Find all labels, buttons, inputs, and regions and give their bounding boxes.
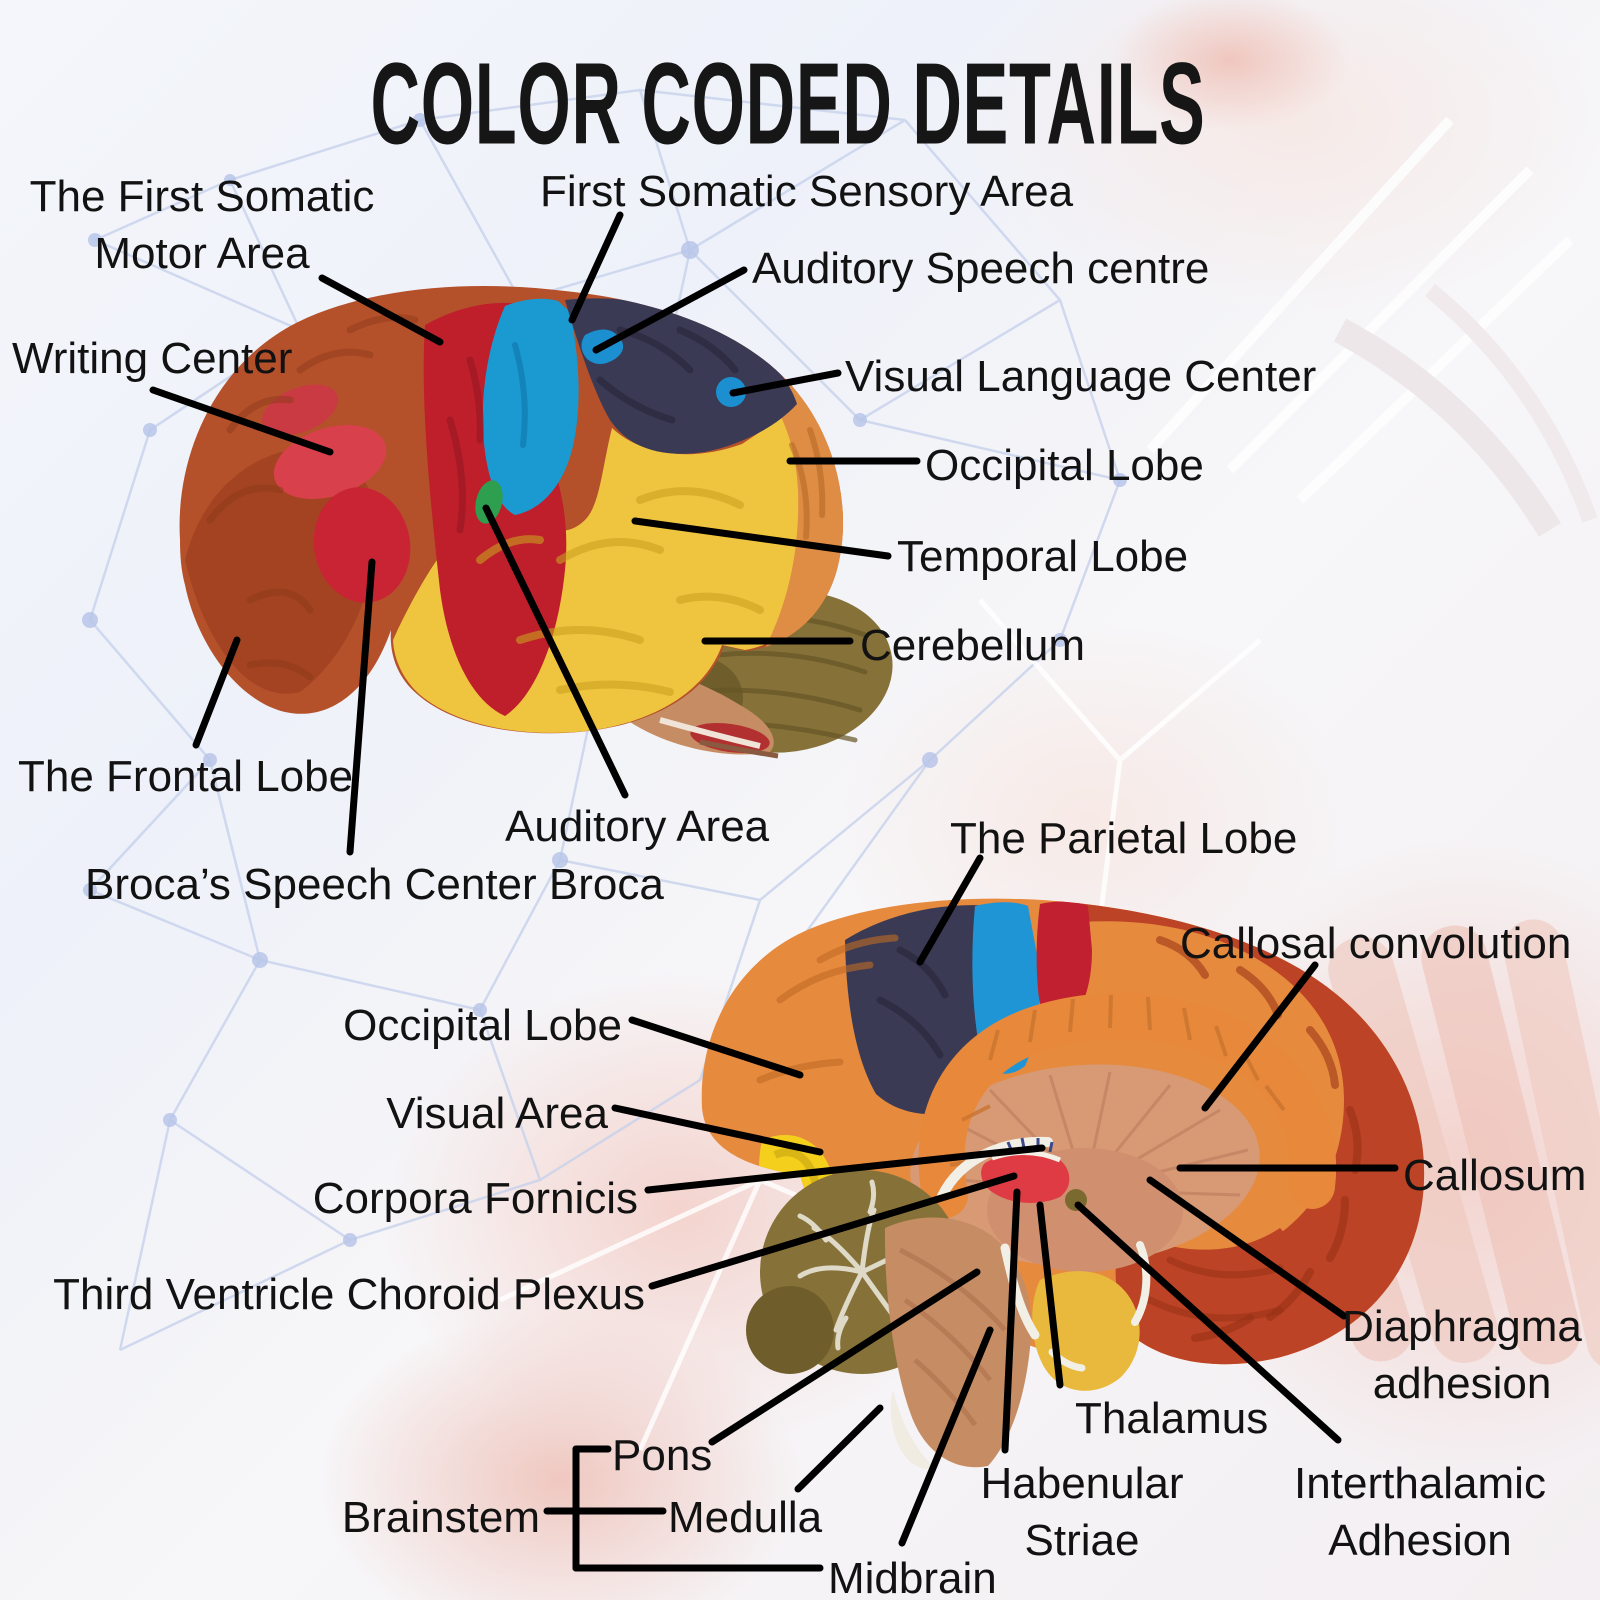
leader-line-interthalamic-adhesion (1074, 1201, 1342, 1444)
red-strip-bottom (1036, 901, 1092, 1024)
label-writing-center: Writing Center (12, 330, 292, 387)
leader-line-first-somatic-sensory-area (568, 211, 624, 324)
label-auditory-speech-centre: Auditory Speech centre (752, 240, 1209, 297)
leader-line-medulla (794, 1404, 884, 1493)
label-visual-language-center: Visual Language Center (845, 348, 1316, 405)
label-first-somatic-motor-area: The First Somatic Motor Area (30, 168, 375, 282)
label-the-parietal-lobe: The Parietal Lobe (950, 810, 1297, 867)
label-third-ventricle-choroid-plexus: Third Ventricle Choroid Plexus (53, 1266, 645, 1323)
top-brain-lateral-view (179, 286, 893, 759)
label-habenular-striae: Habenular Striae (980, 1455, 1183, 1569)
label-cerebellum-line: Cerebellum (860, 621, 1085, 670)
label-brainstem: Brainstem (342, 1489, 540, 1546)
leader-line-occipital-lobe-bottom (628, 1016, 804, 1079)
label-auditory-speech-centre-line: Auditory Speech centre (752, 244, 1210, 293)
label-medulla-line: Medulla (668, 1493, 823, 1542)
label-first-somatic-motor-area-line: Motor Area (94, 229, 310, 278)
leader-line-thalamus (1036, 1201, 1064, 1389)
label-pons-line: Pons (612, 1431, 713, 1480)
label-the-parietal-lobe-line: The Parietal Lobe (950, 814, 1298, 863)
label-thalamus: Thalamus (1075, 1390, 1268, 1447)
label-midbrain-line: Midbrain (828, 1554, 997, 1600)
label-temporal-lobe: Temporal Lobe (897, 528, 1188, 585)
label-thalamus-line: Thalamus (1075, 1394, 1269, 1443)
label-occipital-lobe-top-line: Occipital Lobe (925, 441, 1204, 490)
label-brainstem-line: Brainstem (341, 1493, 540, 1542)
label-first-somatic-sensory-area-line: First Somatic Sensory Area (540, 167, 1074, 216)
label-diaphragma-adhesion-line: Diaphragma (1342, 1302, 1582, 1351)
callosum-region (918, 992, 1337, 1218)
label-interthalamic-adhesion: Interthalamic Adhesion (1294, 1455, 1546, 1569)
page-title-text: COLOR CODED DETAILS (370, 39, 1206, 170)
label-brocas-speech-center-line: Broca’s Speech Center Broca (85, 860, 664, 909)
leader-line-temporal-lobe (631, 517, 892, 560)
label-callosum: Callosum (1403, 1147, 1586, 1204)
sensory-blue-strip (482, 298, 579, 515)
label-habenular-striae-line: Striae (1024, 1516, 1140, 1565)
leader-line-pons (708, 1268, 981, 1446)
label-pons: Pons (612, 1427, 712, 1484)
label-medulla: Medulla (668, 1489, 822, 1546)
page-title: COLOR CODED DETAILS (155, 38, 1420, 169)
leader-line-third-ventricle-choroid-plexus (648, 1172, 1018, 1290)
leader-line-auditory-area (482, 504, 629, 799)
gyri-strokes-bottom (756, 934, 1362, 1342)
leader-line-the-parietal-lobe (916, 854, 984, 966)
label-diaphragma-adhesion: Diaphragma adhesion (1342, 1298, 1582, 1412)
label-habenular-striae-line: Habenular (980, 1459, 1184, 1508)
red-patch (313, 487, 411, 603)
label-first-somatic-sensory-area: First Somatic Sensory Area (540, 163, 1073, 220)
label-visual-language-center-line: Visual Language Center (845, 352, 1317, 401)
label-third-ventricle-choroid-plexus-line: Third Ventricle Choroid Plexus (53, 1270, 645, 1319)
soft-blob (320, 1310, 800, 1600)
leader-line-visual-language-center (729, 369, 842, 397)
label-temporal-lobe-line: Temporal Lobe (897, 532, 1189, 581)
leader-line-corpora-fornicis (644, 1144, 1046, 1194)
soft-blob (1110, 0, 1350, 130)
leader-line-callosal-convolution (1201, 961, 1319, 1112)
leader-line-midbrain (898, 1326, 994, 1547)
label-cerebellum: Cerebellum (860, 617, 1085, 674)
leader-line-writing-center (149, 386, 334, 456)
leader-line-brocas-speech-center (346, 558, 376, 856)
label-the-frontal-lobe: The Frontal Lobe (18, 748, 353, 805)
leader-line-first-somatic-motor-area (318, 274, 444, 346)
label-visual-area: Visual Area (386, 1085, 608, 1142)
leader-line-auditory-speech-centre (592, 266, 748, 354)
label-writing-center-line: Writing Center (12, 334, 293, 383)
auditory-area-region (475, 480, 503, 524)
label-brocas-speech-center: Broca’s Speech Center Broca (85, 856, 664, 913)
leader-line-habenular-striae (1001, 1188, 1021, 1454)
label-auditory-area-line: Auditory Area (505, 802, 770, 851)
label-interthalamic-adhesion-line: Adhesion (1328, 1516, 1512, 1565)
label-callosum-line: Callosum (1403, 1151, 1587, 1200)
label-first-somatic-motor-area-line: The First Somatic (29, 172, 375, 221)
leader-line-the-frontal-lobe (192, 636, 241, 749)
label-occipital-lobe-bottom: Occipital Lobe (343, 997, 622, 1054)
label-corpora-fornicis-line: Corpora Fornicis (312, 1174, 638, 1223)
leader-line-visual-area (611, 1104, 824, 1156)
label-the-frontal-lobe-line: The Frontal Lobe (18, 752, 354, 801)
bottom-brain-medial-view (701, 898, 1425, 1469)
label-occipital-lobe-top: Occipital Lobe (925, 437, 1204, 494)
label-interthalamic-adhesion-line: Interthalamic (1294, 1459, 1546, 1508)
label-corpora-fornicis: Corpora Fornicis (313, 1170, 638, 1227)
leader-line-diaphragma-adhesion (1146, 1176, 1348, 1320)
label-diaphragma-adhesion-line: adhesion (1372, 1359, 1552, 1408)
gyri-strokes (206, 314, 826, 696)
label-visual-area-line: Visual Area (386, 1089, 608, 1138)
label-occipital-lobe-bottom-line: Occipital Lobe (343, 1001, 622, 1050)
label-callosal-convolution-line: Callosal convolution (1180, 919, 1572, 968)
label-midbrain: Midbrain (828, 1550, 997, 1600)
label-auditory-area: Auditory Area (505, 798, 769, 855)
label-callosal-convolution: Callosal convolution (1180, 915, 1571, 972)
